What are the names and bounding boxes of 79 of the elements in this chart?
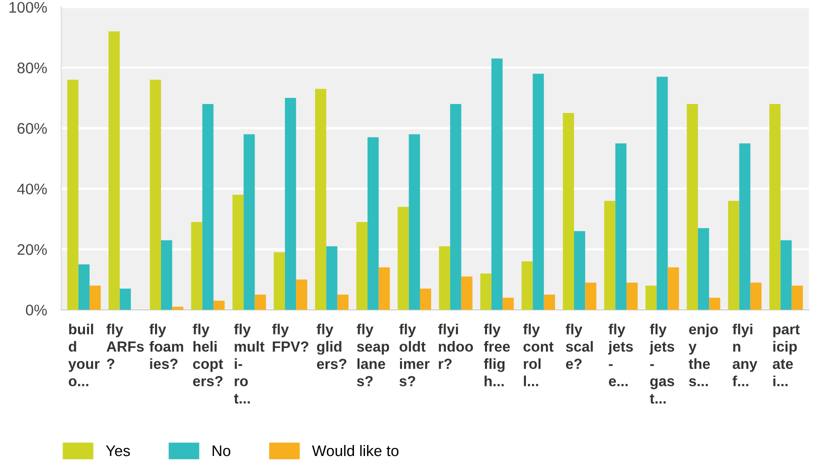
x-tick-label: fly seap lane s? [356, 324, 390, 386]
bar [544, 294, 556, 310]
bar [337, 294, 349, 310]
bar [769, 104, 781, 310]
x-tick-label: flyi n any f... [732, 324, 758, 386]
bar [574, 231, 586, 310]
x-tick-label: fly oldt imer s? [399, 324, 430, 386]
bar [604, 200, 616, 310]
x-tick-label: fly scal e? [566, 324, 593, 369]
bar [585, 282, 596, 310]
bar [78, 264, 90, 310]
bar [562, 113, 574, 310]
legend-label: No [212, 446, 230, 456]
bar [461, 276, 472, 310]
x-tick-label: fly ARFs ? [106, 324, 144, 369]
x-tick-label: fly jets - e... [608, 324, 633, 386]
bar [792, 286, 803, 310]
bar [315, 88, 326, 310]
x-tick-label: buil d your o... [68, 324, 100, 386]
bar [668, 267, 679, 310]
bar [780, 240, 792, 310]
x-tick-label: flyi ndoo r? [438, 324, 473, 369]
y-tick-label: 60% [18, 123, 47, 134]
x-tick-label: fly free flig h... [484, 324, 510, 386]
bar [750, 282, 762, 310]
bar [368, 137, 379, 310]
bar [326, 246, 338, 310]
x-tick-label: fly glid ers? [316, 324, 346, 370]
bar [67, 80, 78, 310]
bar [254, 294, 266, 310]
bar [202, 104, 214, 310]
x-tick-label: fly mult i- ro t... [234, 324, 264, 404]
bar [739, 143, 750, 310]
x-tick-label: fly jets - gas t... [649, 324, 674, 404]
x-tick-label: fly heli copt ers? [192, 324, 224, 386]
x-tick-label: part icip ate i... [772, 324, 800, 386]
bar [408, 134, 420, 310]
bar [615, 143, 626, 310]
bar [698, 228, 710, 310]
bar [645, 286, 657, 310]
bar [522, 261, 533, 310]
y-tick-label: 20% [18, 244, 47, 255]
bar [656, 76, 668, 310]
bar [90, 286, 101, 310]
bar [728, 200, 740, 310]
bar [450, 104, 462, 310]
bar [626, 282, 638, 310]
bar [398, 206, 409, 310]
bar [232, 194, 244, 310]
bar [274, 252, 285, 310]
y-tick-label: 0% [26, 304, 47, 316]
bar [296, 280, 308, 310]
bar [191, 222, 202, 310]
bar [378, 267, 390, 310]
y-tick-label: 40% [17, 184, 47, 194]
bar [420, 288, 432, 310]
bar [213, 300, 225, 310]
y-tick-label: 100% [9, 2, 47, 13]
x-tick-label: fly FPV? [272, 324, 308, 352]
bar [356, 222, 368, 310]
x-tick-label: fly foam ies? [149, 324, 184, 369]
bar [284, 98, 296, 310]
bar [108, 31, 120, 310]
x-tick-label: enjo y the s... [688, 324, 718, 386]
bar [491, 58, 503, 310]
legend-label: Yes [106, 446, 130, 456]
bar [150, 80, 162, 310]
x-tick-label: fly cont rol l... [523, 324, 554, 386]
y-tick-label: 80% [17, 62, 47, 74]
bar [709, 298, 720, 310]
bar [502, 298, 514, 310]
bar [244, 134, 255, 310]
bar [120, 288, 131, 310]
bar [438, 246, 450, 310]
legend-label: Would like to [312, 444, 399, 456]
bar [161, 240, 172, 310]
bar [480, 273, 492, 310]
bar [686, 104, 698, 310]
bar [532, 74, 544, 310]
